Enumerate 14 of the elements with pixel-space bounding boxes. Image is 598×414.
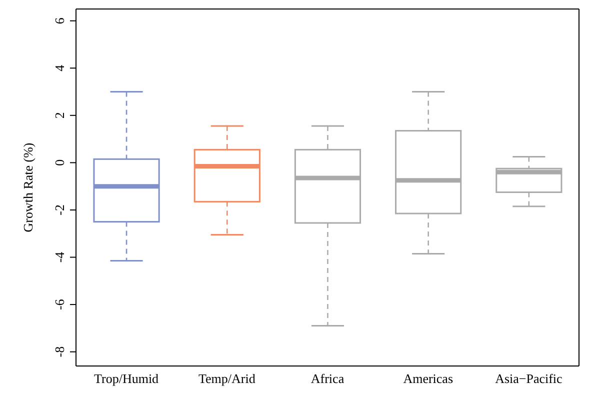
x-tick-label: Africa: [310, 371, 344, 386]
x-tick-label: Temp/Arid: [198, 371, 256, 386]
y-tick-label: 2: [52, 112, 67, 119]
x-tick-label: Americas: [403, 371, 454, 386]
x-tick-label: Asia−Pacific: [495, 371, 563, 386]
y-tick-label: -8: [52, 346, 67, 358]
y-axis-title: Growth Rate (%): [20, 142, 36, 232]
y-tick-label: -2: [52, 204, 67, 216]
y-tick-label: -4: [52, 251, 67, 263]
y-tick-label: -6: [52, 298, 67, 310]
y-tick-label: 4: [52, 64, 67, 72]
x-tick-label: Trop/Humid: [94, 371, 160, 386]
y-tick-label: 0: [52, 159, 67, 166]
y-tick-label: 6: [52, 17, 67, 24]
